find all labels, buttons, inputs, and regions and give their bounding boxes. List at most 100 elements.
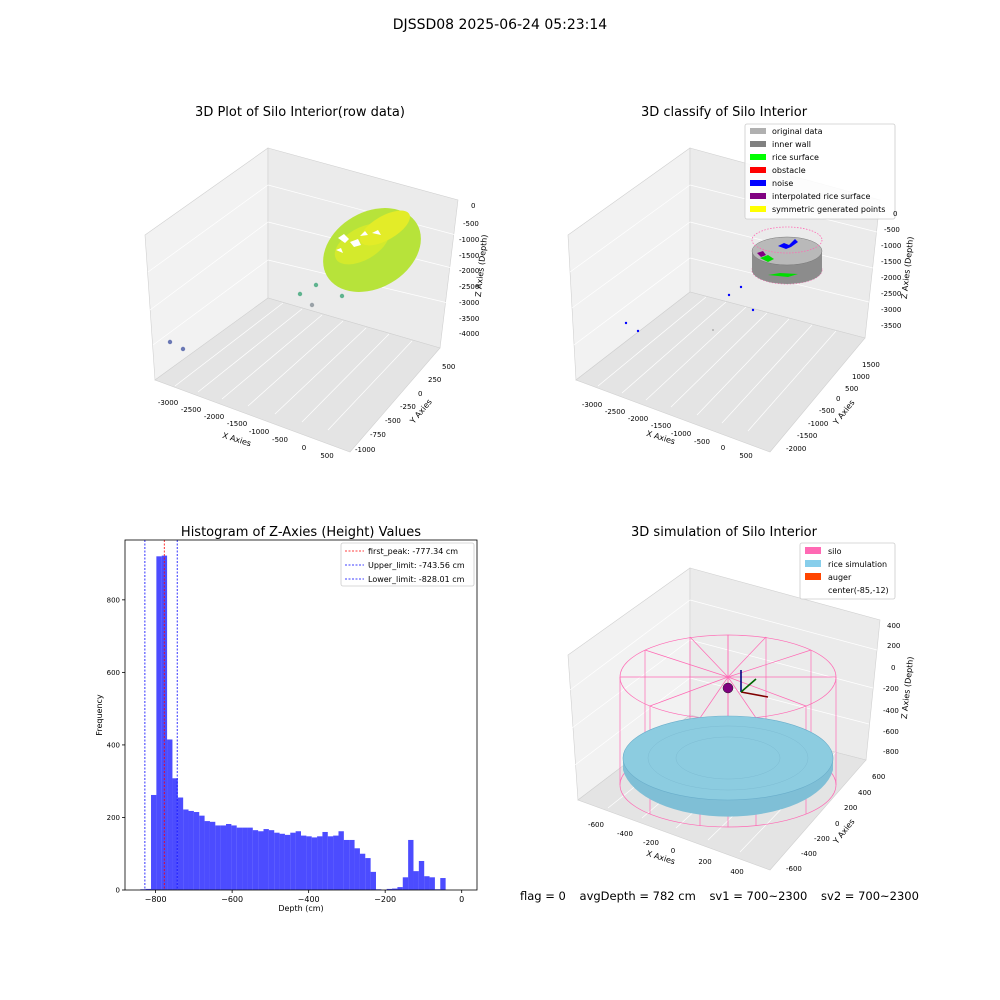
- classify-legend-label: original data: [772, 127, 823, 136]
- hist-bar: [215, 825, 221, 890]
- raw-point-cloud: [167, 208, 421, 352]
- classify-x-tick: -500: [694, 438, 710, 446]
- classify-legend-label: rice surface: [772, 153, 819, 162]
- classify-point: [636, 329, 640, 333]
- hist-bar: [301, 835, 307, 890]
- raw-z-tick: -1500: [459, 252, 479, 260]
- hist-y-tick-label: 200: [107, 814, 120, 822]
- hist-bar: [392, 888, 398, 890]
- raw-xlabel: X Axies: [221, 431, 252, 448]
- classify-z-ticks: 0 -500 -1000 -1500 -2000 -2500 -3000 -35…: [881, 210, 901, 330]
- sim-x-tick: -600: [588, 821, 604, 829]
- classify-z-tick: -2500: [881, 290, 901, 298]
- panel-raw-3d: 3D Plot of Silo Interior(row data): [144, 105, 489, 460]
- hist-bar: [327, 836, 334, 890]
- sim-z-tick: -600: [883, 728, 899, 736]
- hist-bar: [317, 836, 323, 890]
- sim-legend-swatch: [805, 547, 821, 554]
- classify-legend-label: inner wall: [772, 140, 811, 149]
- raw-z-ticks: 0 -500 -1000 -1500 -2000 -2500 -3000 -35…: [459, 202, 479, 338]
- raw-title: 3D Plot of Silo Interior(row data): [195, 105, 405, 120]
- hist-bar: [209, 821, 216, 890]
- sim-legend-label: silo: [828, 547, 842, 556]
- sim-x-tick: -200: [643, 839, 659, 847]
- classify-legend-swatch: [750, 154, 766, 160]
- classify-legend-label: obstacle: [772, 166, 806, 175]
- classify-legend-label: interpolated rice surface: [772, 192, 870, 201]
- hist-bar: [284, 834, 291, 890]
- sim-auger: [722, 670, 769, 698]
- raw-x-tick: -3000: [158, 399, 178, 407]
- classify-z-tick: -500: [884, 226, 900, 234]
- raw-pane-floor: [154, 297, 441, 453]
- raw-x-tick: 500: [320, 452, 333, 460]
- raw-z-tick: -500: [463, 220, 479, 228]
- raw-y-tick: 250: [428, 376, 441, 384]
- hist-bar: [397, 887, 403, 890]
- classify-noise-cluster: [778, 239, 798, 249]
- classify-legend-label: noise: [772, 179, 793, 188]
- hist-bar: [349, 839, 355, 890]
- hist-bar: [429, 877, 435, 890]
- hist-bar: [145, 888, 152, 890]
- hist-vlines: [144, 540, 178, 890]
- raw-y-tick: 500: [442, 363, 455, 371]
- sim-z-tick: 200: [887, 642, 900, 650]
- classify-x-tick: -1000: [671, 430, 691, 438]
- raw-y-tick: -500: [385, 417, 401, 425]
- raw-z-tick: -1000: [459, 236, 479, 244]
- sim-rice-top: [622, 715, 834, 801]
- hist-bar: [156, 556, 162, 890]
- raw-x-tick: -1500: [227, 420, 247, 428]
- classify-legend: original data inner wall rice surface ob…: [744, 123, 896, 220]
- raw-point: [297, 291, 303, 297]
- classify-z-tick: -3500: [881, 322, 901, 330]
- hist-legend-label: Lower_limit: -828.01 cm: [368, 575, 465, 584]
- sim-y-tick: -400: [801, 850, 817, 858]
- hist-bar: [359, 853, 366, 890]
- sim-auger-axis-x: [740, 691, 769, 698]
- sim-y-tick: 200: [844, 804, 857, 812]
- hist-x-tick-label: 0: [459, 895, 464, 904]
- sim-legend-swatch: [805, 573, 821, 580]
- classify-point: [624, 321, 628, 325]
- hist-bar: [274, 832, 280, 890]
- hist-bar: [167, 739, 173, 890]
- classify-wall-cylinder-top: [751, 226, 823, 254]
- raw-point: [180, 346, 186, 352]
- raw-x-tick: 0: [302, 444, 306, 452]
- hist-y-tick-label: 0: [116, 887, 120, 895]
- sim-zlabel: Z Axies (Depth): [900, 656, 916, 719]
- classify-x-tick: -1500: [651, 422, 671, 430]
- hist-legend-label: first_peak: -777.34 cm: [368, 547, 458, 556]
- hist-bar: [279, 833, 285, 890]
- hist-bar: [177, 797, 184, 890]
- raw-y-tick: 0: [418, 390, 422, 398]
- classify-point: [739, 285, 743, 289]
- sim-y-ticks: 600 400 200 0 -200 -400 -600: [786, 773, 885, 873]
- hist-legend-frame: [340, 542, 475, 587]
- panel-simulation-3d: 3D simulation of Silo Interior: [567, 525, 916, 876]
- raw-surface-highlight: [360, 210, 410, 246]
- sim-rice-surface: [622, 715, 834, 817]
- sim-auger-axis-y: [740, 678, 757, 693]
- status-footer: flag = 0 avgDepth = 782 cm sv1 = 700~230…: [520, 889, 929, 903]
- raw-x-tick: -2500: [181, 406, 201, 414]
- classify-pane-floor: [575, 291, 866, 453]
- classify-rice-top: [751, 236, 823, 266]
- hist-bar: [354, 848, 360, 890]
- hist-bar: [258, 831, 264, 890]
- classify-legend-swatch: [750, 141, 766, 147]
- raw-z-tick: -4000: [459, 330, 479, 338]
- hist-x-tick-label: −200: [374, 895, 396, 904]
- classify-legend-swatch: [750, 180, 766, 186]
- hist-bar: [199, 815, 205, 890]
- classify-legend-swatch: [750, 167, 766, 173]
- sim-title: 3D simulation of Silo Interior: [631, 525, 818, 540]
- hist-x-tick-label: −400: [298, 895, 320, 904]
- hist-bar: [268, 830, 275, 890]
- sim-y-tick: 400: [858, 789, 871, 797]
- raw-x-tick: -500: [272, 436, 288, 444]
- panel-classify-3d: 3D classify of Silo Interior: [567, 105, 915, 460]
